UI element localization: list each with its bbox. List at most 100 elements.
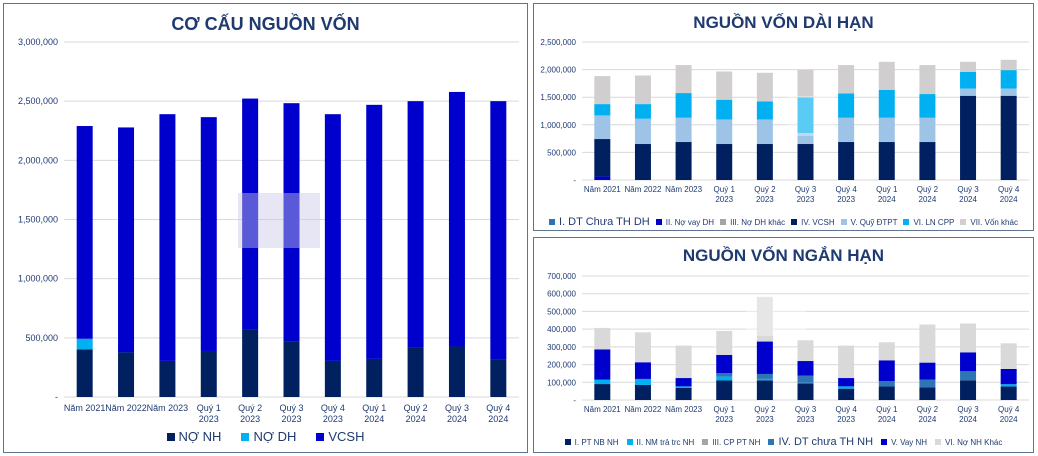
bar-segment	[283, 341, 300, 397]
y-tick-label: 2,000,000	[540, 66, 576, 75]
bar-segment	[675, 386, 692, 388]
legend-item: VCSH	[316, 429, 365, 444]
legend-label: II. Nợ vay DH	[665, 217, 715, 227]
bar-segment	[283, 103, 300, 342]
bar-segment	[76, 349, 93, 397]
y-tick-label: 600,000	[547, 290, 576, 299]
bar-segment	[919, 324, 936, 363]
bar-segment	[675, 117, 692, 143]
bar-segment	[634, 332, 651, 363]
x-tick-label: Quý 2	[754, 405, 776, 414]
bar-segment	[159, 360, 176, 397]
bar-segment	[797, 361, 814, 376]
legend-swatch	[840, 219, 847, 225]
watermark-logo-icon	[746, 296, 806, 336]
legend-item: IV. DT chưa TH NH	[768, 436, 873, 448]
bar-segment	[675, 65, 692, 94]
bar-segment	[448, 346, 465, 397]
x-tick-label: Quý 2	[917, 405, 939, 414]
x-tick-label: Năm 2021	[584, 405, 621, 414]
chart-plot-co-cau: - 500,000 1,000,000 1,500,000 2,000,000 2,500…	[18, 37, 519, 424]
y-tick-label: -	[55, 392, 58, 402]
bar-segment	[1000, 369, 1017, 385]
x-tick-label: Năm 2022	[624, 185, 661, 194]
x-tick-label: 2024	[447, 414, 467, 424]
x-tick-label: 2024	[919, 415, 937, 424]
x-tick-label: Quý 2	[404, 403, 428, 413]
bar-segment	[960, 380, 977, 400]
bar-segment	[76, 338, 93, 350]
chart-title: NGUỒN VỐN DÀI HẠN	[693, 13, 874, 32]
x-tick-label: Quý 1	[362, 403, 386, 413]
bar-segment	[118, 352, 135, 397]
bar-segment	[919, 65, 936, 95]
x-tick-label: Quý 4	[486, 403, 510, 413]
bar-segment	[919, 387, 936, 400]
legend-swatch	[564, 439, 571, 445]
bar-segment	[756, 373, 773, 379]
x-tick-label: 2023	[240, 414, 260, 424]
legend-item: VI. LN CPP	[903, 218, 954, 227]
bar-segment	[797, 97, 814, 134]
bar-segment	[366, 358, 383, 397]
bar-segment	[797, 375, 814, 383]
x-tick-label: 2024	[488, 414, 508, 424]
legend-label: III. Nợ DH khác	[730, 217, 786, 227]
bar-segment	[756, 119, 773, 145]
y-tick-label: 2,500,000	[540, 38, 576, 47]
legend-item: NỢ NH	[166, 429, 221, 444]
x-tick-label: Quý 1	[876, 405, 898, 414]
bar-segment	[960, 95, 977, 180]
bar-segment	[594, 176, 611, 180]
x-tick-label: 2023	[756, 415, 774, 424]
legend-label: I. PT NB NH	[574, 437, 619, 447]
bar-segment	[1000, 386, 1017, 400]
x-tick-label: 2023	[323, 414, 343, 424]
y-tick-label: 500,000	[547, 148, 576, 157]
bar-segment	[634, 75, 651, 105]
bar-segment	[960, 323, 977, 353]
bar-segment	[1000, 384, 1017, 387]
legend-item: I. PT NB NH	[564, 437, 619, 447]
y-tick-label: 1,000,000	[18, 274, 58, 284]
bar-segment	[675, 142, 692, 180]
legend-label: VI. LN CPP	[913, 217, 955, 227]
x-tick-label: Quý 2	[754, 185, 776, 194]
bar-segment	[960, 61, 977, 72]
x-tick-label: 2023	[837, 195, 855, 204]
bar-segment	[756, 378, 773, 381]
x-tick-label: 2024	[878, 415, 896, 424]
bar-segment	[716, 376, 733, 381]
x-tick-label: Quý 3	[795, 405, 817, 414]
bar-segment	[448, 91, 465, 347]
watermark-logo-icon	[238, 193, 320, 248]
x-tick-label: Quý 4	[998, 405, 1020, 414]
bar-segment	[324, 360, 341, 397]
x-tick-label: Quý 4	[321, 403, 345, 413]
legend-swatch	[655, 219, 662, 225]
bar-segment	[960, 352, 977, 372]
x-tick-label: 2023	[797, 415, 815, 424]
bar-segment	[716, 355, 733, 374]
bar-segment	[594, 139, 611, 177]
legend-item: IV. VCSH	[791, 218, 835, 227]
legend-item: II. Nợ vay DH	[655, 217, 715, 227]
bar-segment	[756, 72, 773, 102]
legend-item: VI. Nợ NH Khác	[935, 438, 1002, 447]
bar-segment	[1000, 95, 1017, 180]
chart-legend: NỢ NH NỢ DH VCSH	[4, 429, 527, 444]
legend-swatch	[549, 219, 556, 225]
bar-segment	[919, 362, 936, 380]
bar-segment	[960, 71, 977, 89]
x-tick-label: Năm 2021	[584, 185, 621, 194]
x-tick-label: Quý 4	[835, 185, 857, 194]
bar-segment	[878, 360, 895, 382]
bar-segment	[407, 347, 424, 397]
bar-segment	[1000, 88, 1017, 96]
x-tick-label: Quý 3	[279, 403, 303, 413]
legend-swatch	[935, 439, 942, 445]
bar-segment	[716, 373, 733, 377]
legend-label: NỢ DH	[253, 429, 297, 444]
x-tick-label: Quý 4	[998, 185, 1020, 194]
bar-segment	[716, 119, 733, 145]
